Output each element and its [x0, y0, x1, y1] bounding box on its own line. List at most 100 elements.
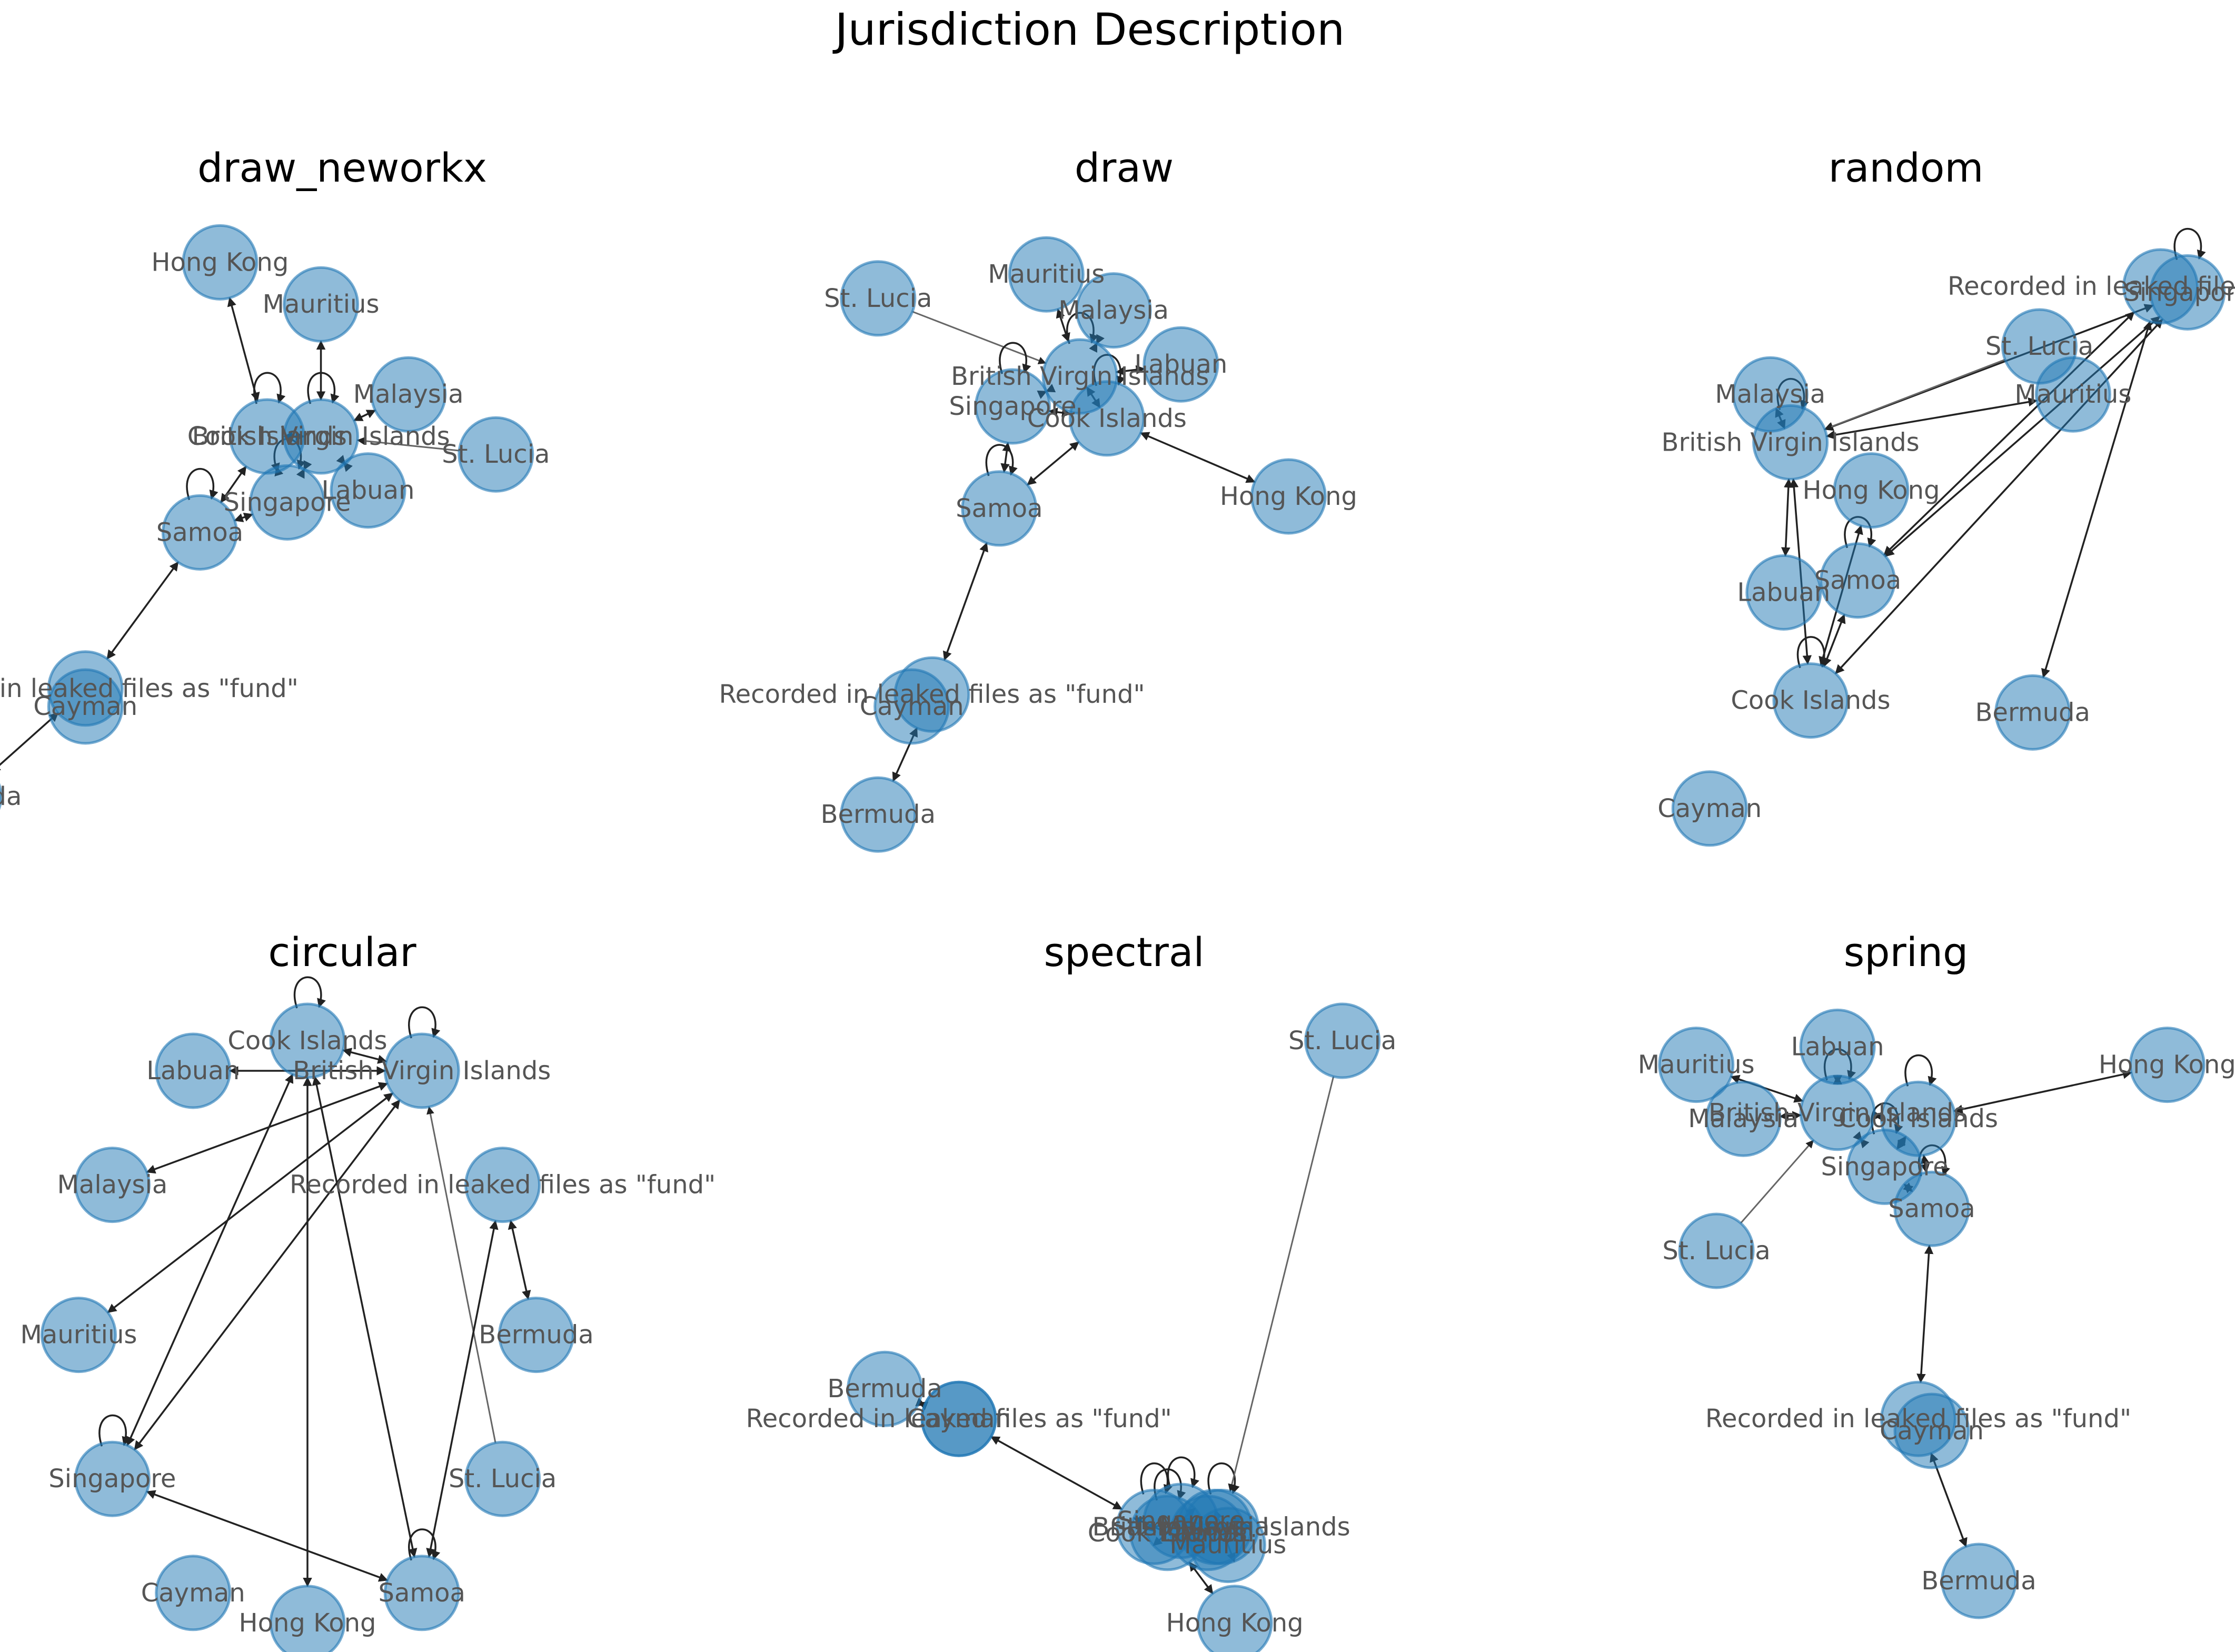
- node-recorded-in-leaked-files-as-fund: [2122, 248, 2199, 325]
- panel-title: circular: [268, 929, 416, 976]
- self-loop-edge: [186, 467, 218, 500]
- edge: [426, 1220, 499, 1558]
- node-british-virgin-islands: [1041, 338, 1118, 415]
- node-hong-kong: [1833, 452, 1910, 529]
- node-label: Bermuda: [1921, 1566, 2036, 1596]
- node-label: British Virgin Islands: [293, 1056, 551, 1086]
- node-label: British Virgin Islands: [192, 422, 450, 451]
- node-labuan: [1799, 1008, 1876, 1085]
- edge: [1000, 442, 1011, 473]
- node-label: St. Lucia: [824, 284, 932, 313]
- node-label: Malaysia: [353, 380, 464, 409]
- edge: [942, 542, 988, 661]
- node-bermuda: [0, 783, 3, 810]
- node-british-virgin-islands: [383, 1032, 460, 1109]
- edge: [134, 1099, 401, 1450]
- node-label: Samoa: [156, 518, 243, 547]
- node-label: Malaysia: [1159, 1512, 1270, 1541]
- node-cayman: [47, 668, 124, 745]
- edge: [1027, 441, 1079, 486]
- node-cayman: [1893, 1392, 1970, 1469]
- node-hong-kong: [1196, 1585, 1273, 1652]
- edge: [312, 1076, 418, 1558]
- node-label: Malaysia: [1688, 1104, 1799, 1133]
- node-label: British Virgin Islands: [1662, 427, 1920, 457]
- node-samoa: [162, 494, 238, 571]
- node-labuan: [1745, 554, 1822, 631]
- node-label: Singapore: [2124, 277, 2235, 307]
- panel-random: random Hong Kong Mauritius Malaysia St. Luci…: [1657, 144, 2235, 847]
- node-singapore: [974, 368, 1051, 445]
- node-label: Hong Kong: [1803, 476, 1940, 505]
- node-label: Recorded in leaked files as "fund": [1705, 1404, 2131, 1434]
- edges: [0, 297, 460, 773]
- edge: [1953, 1070, 2132, 1114]
- panel-title: spring: [1844, 929, 1969, 976]
- node-st-lucia: [458, 416, 534, 493]
- edge: [1920, 1154, 1930, 1173]
- node-label: Labuan: [1134, 350, 1227, 379]
- node-label: St. Lucia: [1985, 332, 2093, 361]
- node-st-lucia: [840, 260, 917, 337]
- node-label: St. Lucia: [1662, 1236, 1770, 1266]
- node-label: Cayman: [907, 1404, 1011, 1434]
- node-label: Singapore: [949, 392, 1076, 421]
- node-cayman: [920, 1380, 997, 1457]
- node-label: Recorded in leaked files as "fund": [0, 674, 299, 703]
- node-bermuda: [840, 776, 917, 853]
- node-label: Mauritius: [2014, 380, 2131, 409]
- node-malaysia: [1075, 272, 1152, 349]
- self-loop-edge: [2173, 227, 2206, 260]
- node-labuan: [155, 1032, 232, 1109]
- edge: [106, 561, 179, 660]
- node-label: St. Lucia: [1288, 1026, 1396, 1056]
- self-loop-edge: [1167, 1456, 1199, 1489]
- edge: [1740, 1140, 1814, 1224]
- node-label: Bermuda: [1975, 698, 2090, 727]
- edge: [356, 437, 460, 452]
- self-loop-edge: [253, 372, 286, 404]
- edge: [107, 1092, 394, 1313]
- node-cook-islands: [269, 1002, 346, 1079]
- node-label: Malaysia: [1058, 296, 1169, 325]
- node-singapore: [249, 464, 326, 541]
- node-label: Bermuda: [821, 800, 936, 829]
- node-label: British Virgin Islands: [951, 362, 1209, 391]
- self-loop-edge: [98, 1414, 131, 1447]
- node-samoa: [1819, 542, 1896, 619]
- node-label: Cook Islands: [1839, 1104, 1998, 1133]
- edge: [1056, 308, 1070, 343]
- edge: [1824, 359, 2005, 431]
- node-recorded-in-leaked-files-as-fund: [464, 1147, 541, 1223]
- node-label: Cook Islands: [1731, 686, 1890, 715]
- edge: [990, 1436, 1123, 1510]
- node-label: Hong Kong: [1220, 482, 1357, 511]
- edge: [1228, 1076, 1335, 1492]
- panel-circular: circular Hong Kong Mauritius Malaysia St. Lu…: [21, 929, 716, 1652]
- node-label: Mauritius: [1169, 1530, 1286, 1560]
- node-bermuda: [1994, 674, 2071, 751]
- node-hong-kong: [1250, 458, 1327, 535]
- node-label: Cook Islands: [227, 1026, 387, 1056]
- node-label: Samoa: [379, 1578, 465, 1608]
- node-label: Cayman: [860, 692, 964, 721]
- edge: [146, 1490, 389, 1582]
- edge: [1779, 1111, 1802, 1121]
- node-bermuda: [1940, 1542, 2017, 1619]
- panel-title: draw: [1075, 144, 1174, 191]
- self-loop-edge: [999, 342, 1031, 374]
- panel-title: random: [1829, 144, 1984, 191]
- node-british-virgin-islands: [1752, 404, 1829, 481]
- self-loop-edge: [1207, 1462, 1240, 1495]
- node-label: Cook Islands: [1088, 1518, 1247, 1548]
- node-cayman: [1671, 770, 1748, 847]
- node-label: Singapore: [1117, 1506, 1245, 1536]
- node-samoa: [961, 470, 1038, 547]
- node-label: St. Lucia: [449, 1464, 557, 1494]
- edge: [1781, 478, 1793, 557]
- node-label: Malaysia: [57, 1170, 167, 1200]
